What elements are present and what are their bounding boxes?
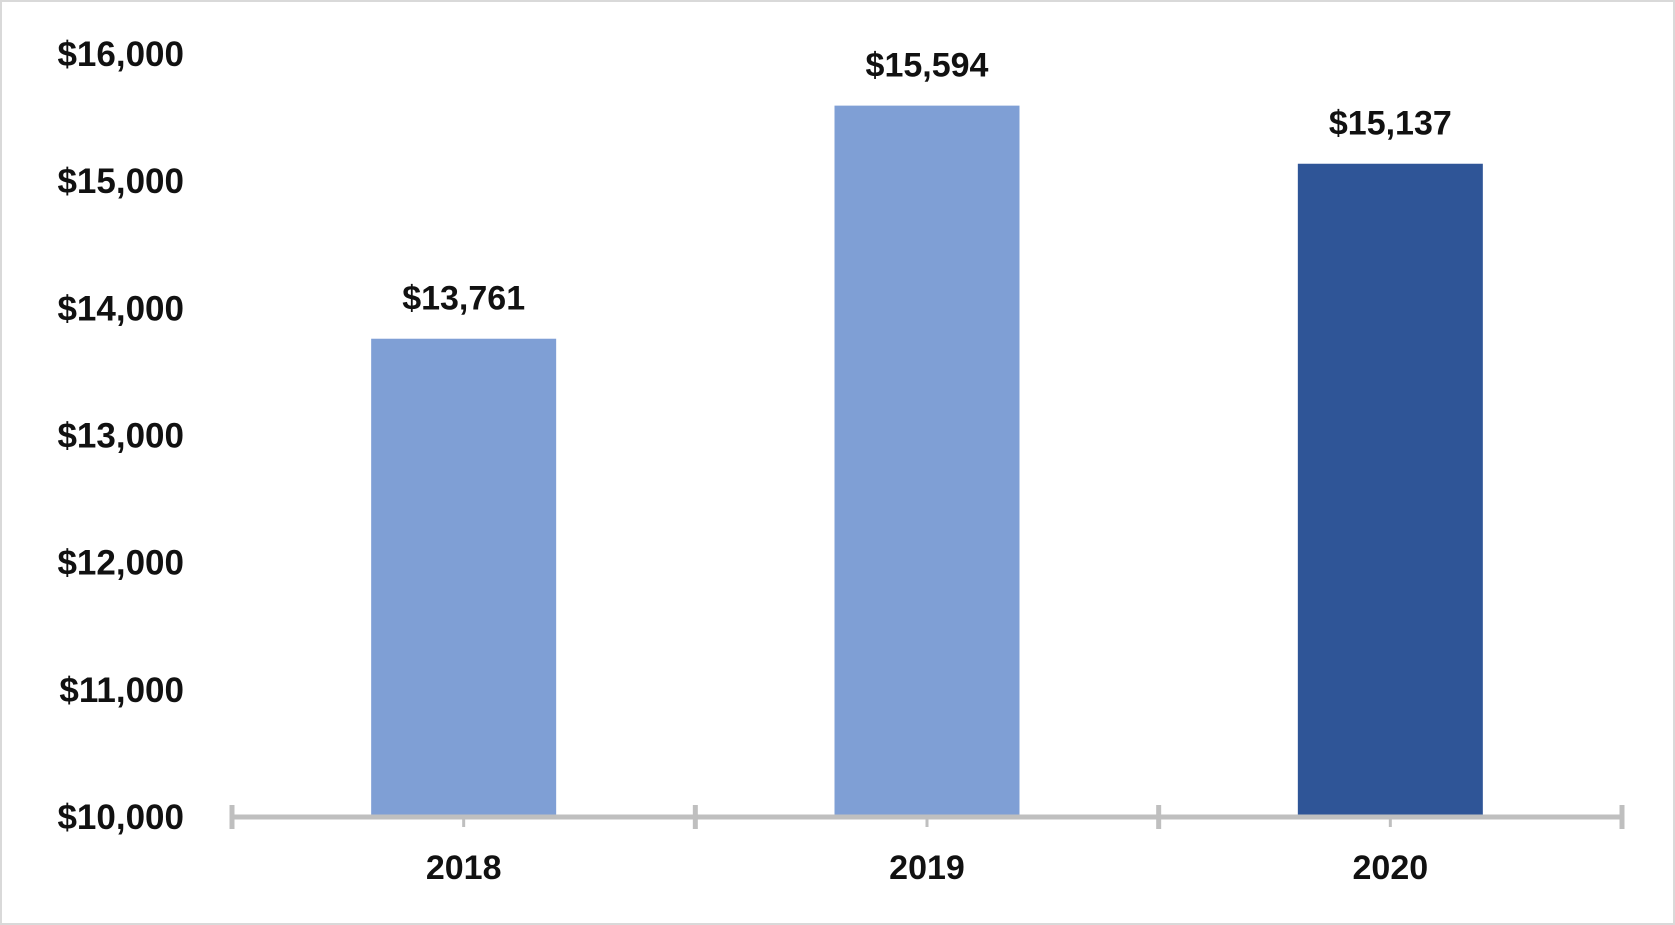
x-tick-label-2018: 2018: [426, 849, 502, 887]
y-tick-label: $15,000: [57, 162, 184, 201]
bar-2020: [1297, 163, 1483, 818]
data-labels-group: $13,761 $15,594 $15,137: [402, 47, 1452, 318]
data-label-2018: $13,761: [402, 280, 525, 318]
y-tick-label: $10,000: [57, 798, 184, 837]
x-tick-label-2019: 2019: [889, 849, 965, 887]
x-axis-category-labels: 2018 2019 2020: [426, 849, 1428, 887]
data-label-2020: $15,137: [1329, 105, 1452, 143]
bar-2018: [371, 338, 557, 817]
y-tick-label: $12,000: [57, 544, 184, 583]
x-axis: [229, 805, 1625, 829]
y-tick-label: $13,000: [57, 417, 184, 456]
y-axis-tick-labels: $10,000 $11,000 $12,000 $13,000 $14,000 $15,0…: [57, 35, 184, 837]
y-tick-label: $11,000: [59, 671, 184, 710]
data-label-2019: $15,594: [866, 47, 989, 85]
bar-2019: [834, 105, 1020, 818]
y-tick-label: $16,000: [57, 35, 184, 74]
bars-group: [371, 105, 1483, 818]
y-tick-label: $14,000: [57, 289, 184, 328]
x-tick-label-2020: 2020: [1353, 849, 1429, 887]
